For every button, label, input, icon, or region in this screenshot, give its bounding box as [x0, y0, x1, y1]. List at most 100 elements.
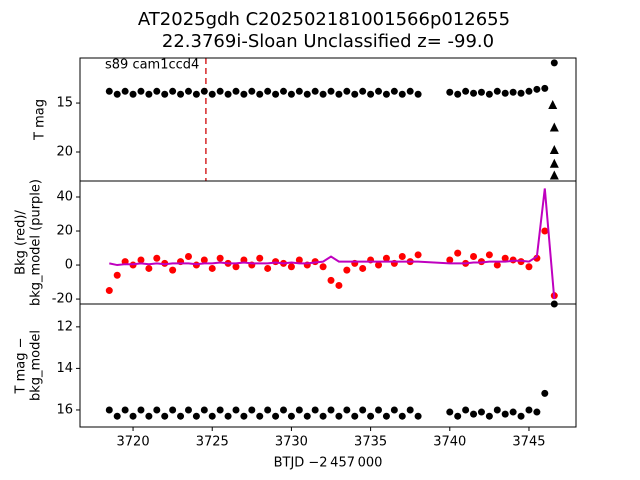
data-point	[359, 87, 367, 95]
data-point	[398, 412, 406, 420]
data-point	[232, 87, 240, 95]
data-point	[335, 90, 343, 98]
data-point	[470, 253, 478, 261]
data-point	[351, 412, 359, 420]
data-point	[256, 412, 264, 420]
data-point	[295, 406, 303, 414]
data-point	[137, 87, 145, 95]
data-point	[113, 90, 121, 98]
data-point	[129, 90, 137, 98]
data-point	[327, 406, 335, 414]
data-point	[319, 90, 327, 98]
data-point	[121, 87, 129, 95]
data-point	[248, 406, 256, 414]
data-point	[105, 287, 113, 295]
x-tick-label: 3725	[196, 435, 229, 450]
data-point	[398, 253, 406, 261]
data-point	[311, 406, 319, 414]
data-point	[137, 256, 145, 264]
data-point	[295, 87, 303, 95]
y-axis-label: T mag −	[14, 338, 29, 395]
data-point	[493, 261, 501, 269]
data-point	[279, 406, 287, 414]
data-point	[200, 406, 208, 414]
data-point	[525, 263, 533, 271]
data-point	[501, 410, 509, 418]
data-point	[105, 406, 113, 414]
data-point	[184, 253, 192, 261]
data-point	[153, 254, 161, 262]
data-point	[295, 256, 303, 264]
data-point	[525, 87, 533, 95]
data-point	[264, 264, 272, 272]
data-point	[375, 261, 383, 269]
data-point	[303, 90, 311, 98]
data-point	[287, 412, 295, 420]
x-tick-label: 3720	[117, 435, 150, 450]
data-point	[327, 276, 335, 284]
data-point	[470, 410, 478, 418]
data-point	[517, 412, 525, 420]
data-point	[454, 412, 462, 420]
data-point	[264, 87, 272, 95]
data-point	[462, 87, 470, 95]
data-point	[493, 406, 501, 414]
data-point	[192, 90, 200, 98]
data-point	[240, 90, 248, 98]
data-point	[153, 406, 161, 414]
limit-marker	[548, 100, 558, 110]
data-point	[113, 412, 121, 420]
data-point	[121, 406, 129, 414]
data-point	[446, 408, 454, 416]
data-point	[454, 90, 462, 98]
data-point	[359, 406, 367, 414]
data-point	[311, 87, 319, 95]
data-point	[446, 256, 454, 264]
x-tick-label: 3740	[433, 435, 466, 450]
data-point	[232, 406, 240, 414]
data-point	[177, 90, 185, 98]
data-point	[192, 412, 200, 420]
data-point	[359, 264, 367, 272]
data-point	[343, 406, 351, 414]
data-point	[161, 412, 169, 420]
data-point	[184, 406, 192, 414]
x-tick-label: 3735	[354, 435, 387, 450]
data-point	[375, 87, 383, 95]
data-point	[105, 87, 113, 95]
y-tick-label: 0	[65, 258, 73, 273]
data-point	[216, 87, 224, 95]
limit-marker	[549, 145, 559, 155]
limit-marker	[549, 158, 559, 168]
data-point	[414, 251, 422, 259]
y-tick-label: 20	[56, 224, 73, 239]
data-point	[406, 87, 414, 95]
y-axis-label: bkg_model	[29, 330, 44, 401]
data-point	[264, 406, 272, 414]
axes-frame	[79, 180, 577, 305]
data-point	[303, 412, 311, 420]
x-tick-label: 3745	[512, 435, 545, 450]
data-point	[446, 88, 454, 96]
data-point	[509, 88, 517, 96]
data-point	[224, 90, 232, 98]
chart-title: AT2025gdh C202502181001566p012655	[138, 9, 510, 30]
data-point	[541, 389, 549, 397]
data-point	[256, 90, 264, 98]
data-point	[382, 412, 390, 420]
data-point	[398, 90, 406, 98]
data-point	[208, 90, 216, 98]
limit-marker	[549, 170, 559, 180]
data-point	[493, 87, 501, 95]
data-point	[501, 89, 509, 97]
data-point	[414, 90, 422, 98]
y-axis-label: bkg_model (purple)	[29, 179, 44, 306]
data-point	[177, 412, 185, 420]
data-point	[145, 90, 153, 98]
y-tick-label: 40	[56, 189, 73, 204]
y-axis-label: T mag	[33, 99, 48, 141]
data-point	[161, 90, 169, 98]
data-point	[216, 406, 224, 414]
data-point	[382, 254, 390, 262]
data-point	[343, 87, 351, 95]
